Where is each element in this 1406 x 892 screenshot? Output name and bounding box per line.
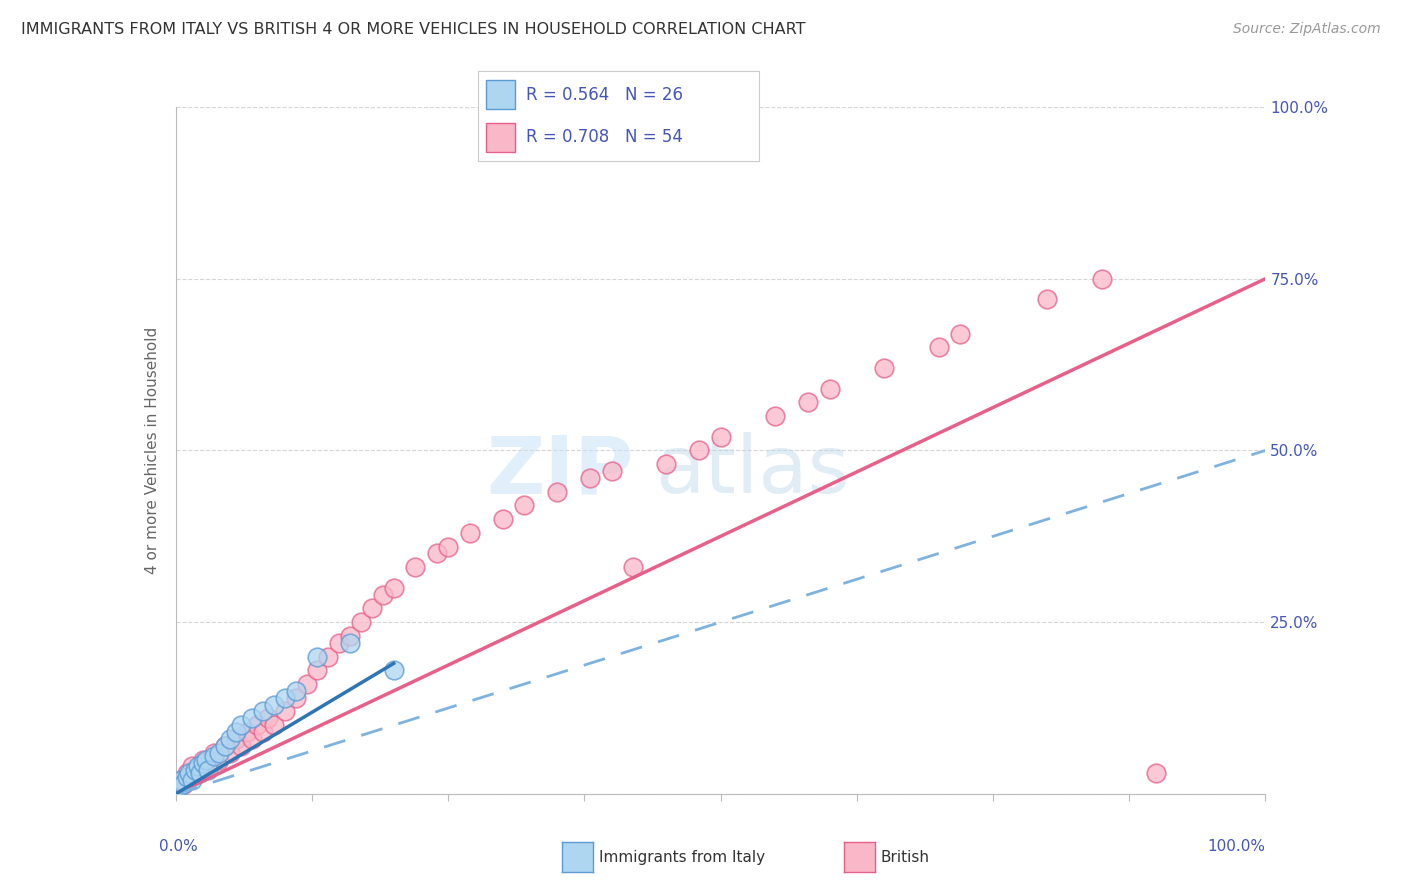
Point <box>797 395 820 409</box>
Point <box>167 780 190 794</box>
Point <box>361 601 384 615</box>
Point <box>184 763 207 777</box>
Text: Immigrants from Italy: Immigrants from Italy <box>599 850 765 864</box>
Point <box>167 780 190 794</box>
Point <box>339 636 361 650</box>
Point <box>405 560 427 574</box>
Point <box>1146 766 1168 780</box>
FancyBboxPatch shape <box>486 80 515 109</box>
Point <box>928 340 950 354</box>
Point <box>318 649 340 664</box>
Point <box>181 773 204 788</box>
Point <box>949 326 972 341</box>
Point <box>240 731 263 746</box>
Point <box>263 698 285 712</box>
Text: R = 0.564   N = 26: R = 0.564 N = 26 <box>526 86 683 103</box>
Point <box>328 636 350 650</box>
Point <box>214 739 236 753</box>
Point <box>252 705 274 719</box>
Point <box>295 677 318 691</box>
Point <box>219 746 242 760</box>
Point <box>176 770 198 784</box>
Point <box>621 560 644 574</box>
Text: R = 0.708   N = 54: R = 0.708 N = 54 <box>526 128 683 146</box>
Point <box>246 718 269 732</box>
Point <box>263 718 285 732</box>
Point <box>437 540 460 554</box>
Point <box>186 766 209 780</box>
Point <box>339 629 361 643</box>
Point <box>307 663 329 677</box>
Point <box>231 739 253 753</box>
Point <box>197 759 219 773</box>
Point <box>197 763 219 777</box>
Point <box>181 759 204 773</box>
Text: British: British <box>880 850 929 864</box>
Point <box>170 773 193 788</box>
Text: Source: ZipAtlas.com: Source: ZipAtlas.com <box>1233 22 1381 37</box>
Point <box>458 525 481 540</box>
Point <box>186 759 209 773</box>
Point <box>513 499 536 513</box>
Point <box>710 430 733 444</box>
Point <box>284 690 307 705</box>
Text: atlas: atlas <box>655 432 849 510</box>
FancyBboxPatch shape <box>486 123 515 152</box>
Point <box>235 725 257 739</box>
Text: 0.0%: 0.0% <box>159 838 198 854</box>
Point <box>350 615 373 630</box>
Point <box>214 739 236 753</box>
Point <box>188 766 211 780</box>
Point <box>225 725 247 739</box>
Point <box>172 776 194 790</box>
Point <box>873 361 896 376</box>
Point <box>257 711 280 725</box>
Point <box>382 581 405 595</box>
Point <box>208 753 231 767</box>
Point <box>195 753 218 767</box>
Point <box>170 773 193 788</box>
Point <box>219 731 242 746</box>
Point <box>579 471 602 485</box>
Point <box>371 588 394 602</box>
Point <box>225 731 247 746</box>
Point <box>284 683 307 698</box>
Point <box>382 663 405 677</box>
Point <box>492 512 515 526</box>
Text: ZIP: ZIP <box>486 432 633 510</box>
Point <box>177 766 200 780</box>
Point <box>274 690 297 705</box>
Point <box>307 649 329 664</box>
Point <box>208 746 231 760</box>
Point <box>240 711 263 725</box>
Point <box>202 749 225 764</box>
Point <box>546 484 568 499</box>
Y-axis label: 4 or more Vehicles in Household: 4 or more Vehicles in Household <box>145 326 160 574</box>
Text: 100.0%: 100.0% <box>1208 838 1265 854</box>
Point <box>202 746 225 760</box>
Point <box>426 546 449 561</box>
Point <box>252 725 274 739</box>
Point <box>274 705 297 719</box>
Point <box>818 382 841 396</box>
Text: IMMIGRANTS FROM ITALY VS BRITISH 4 OR MORE VEHICLES IN HOUSEHOLD CORRELATION CHA: IMMIGRANTS FROM ITALY VS BRITISH 4 OR MO… <box>21 22 806 37</box>
Point <box>655 457 678 471</box>
Point <box>231 718 253 732</box>
Point <box>176 766 198 780</box>
Point <box>1091 271 1114 285</box>
Point <box>191 756 214 770</box>
Point <box>688 443 710 458</box>
Point <box>191 753 214 767</box>
Point <box>173 776 195 790</box>
Point <box>600 464 623 478</box>
Point <box>1036 293 1059 307</box>
Point <box>179 770 201 784</box>
Point <box>763 409 786 424</box>
